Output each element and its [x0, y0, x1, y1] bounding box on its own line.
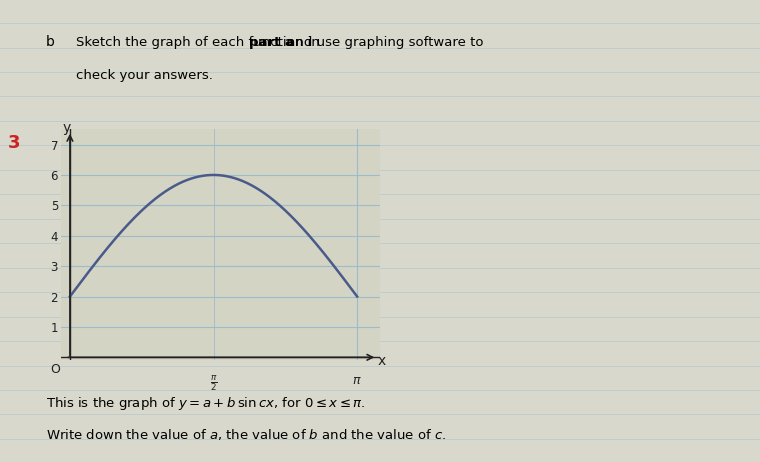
Text: $\frac{\pi}{2}$: $\frac{\pi}{2}$ — [210, 374, 217, 393]
Text: Write down the value of $a$, the value of $b$ and the value of $c$.: Write down the value of $a$, the value o… — [46, 427, 445, 442]
Text: This is the graph of $y = a + b\,\mathrm{sin}\,cx$, for $0 \leq x \leq \pi$.: This is the graph of $y = a + b\,\mathrm… — [46, 395, 366, 412]
Text: check your answers.: check your answers. — [76, 68, 213, 81]
Text: 3: 3 — [8, 134, 20, 152]
Text: Sketch the graph of each function in: Sketch the graph of each function in — [76, 36, 324, 49]
Text: x: x — [377, 354, 385, 368]
Text: $\pi$: $\pi$ — [353, 374, 362, 387]
Text: O: O — [50, 363, 60, 376]
Text: b: b — [46, 35, 55, 49]
Text: and use graphing software to: and use graphing software to — [283, 36, 483, 49]
Text: part a: part a — [249, 36, 294, 49]
Text: y: y — [62, 121, 71, 135]
